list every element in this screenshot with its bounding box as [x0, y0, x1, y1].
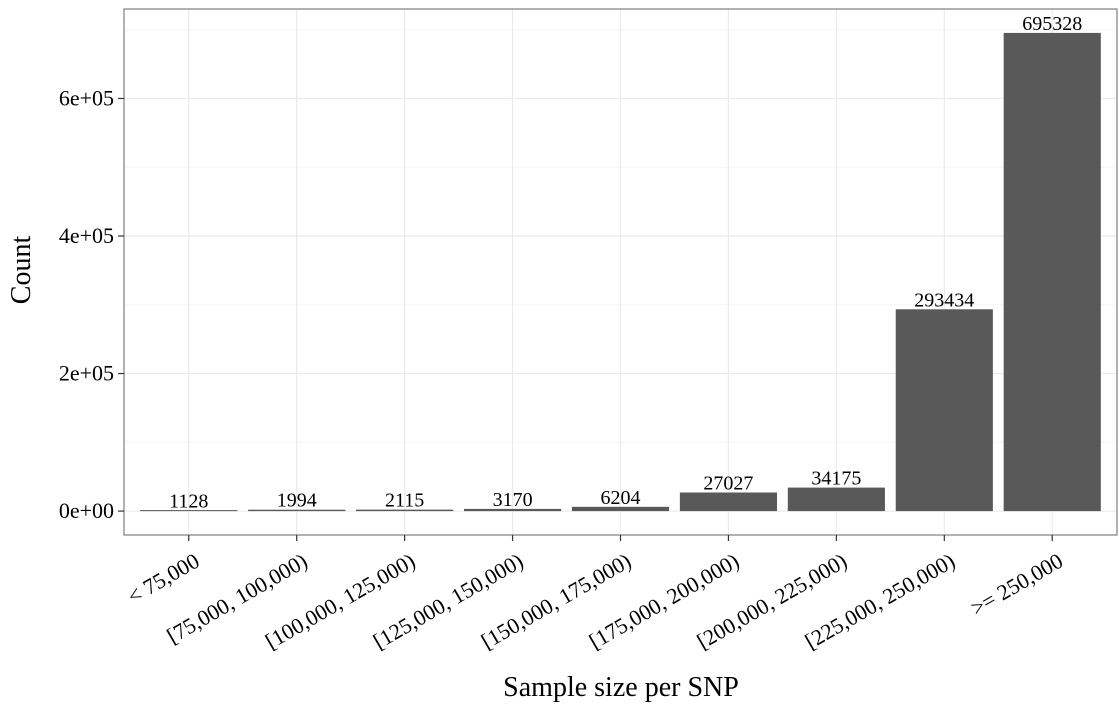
y-tick-label: 2e+05	[59, 361, 114, 386]
bar-value-label: 3170	[493, 489, 533, 511]
bar	[463, 508, 562, 512]
bar-value-label: 34175	[811, 468, 861, 490]
bar-labels: 1128 1994 2115 3170 6204 27027 34175 293434 6953…	[169, 13, 1082, 512]
bar-value-label: 695328	[1022, 13, 1082, 35]
bar-value-label: 1128	[169, 490, 208, 512]
bar	[140, 510, 238, 512]
bar	[1003, 32, 1101, 512]
grid-major	[124, 9, 1117, 535]
bar-value-label: 1994	[277, 490, 317, 512]
bar	[248, 509, 346, 512]
y-axis-title: Count	[6, 236, 37, 305]
y-axis: 0e+00 2e+05 4e+05 6e+05	[59, 85, 124, 523]
y-tick-label: 0e+00	[59, 498, 114, 523]
bar	[356, 509, 454, 512]
bars	[140, 32, 1101, 512]
y-tick-label: 6e+05	[59, 85, 114, 110]
bar-value-label: 293434	[914, 289, 974, 311]
bar-value-label: 27027	[703, 473, 753, 495]
bar	[679, 492, 778, 512]
bar-value-label: 2115	[385, 490, 424, 512]
bar-value-label: 6204	[601, 487, 641, 509]
y-tick-label: 4e+05	[59, 223, 114, 248]
bar	[571, 506, 670, 512]
bar	[895, 309, 993, 512]
bar	[787, 487, 885, 512]
x-axis-title: Sample size per SNP	[503, 672, 739, 703]
